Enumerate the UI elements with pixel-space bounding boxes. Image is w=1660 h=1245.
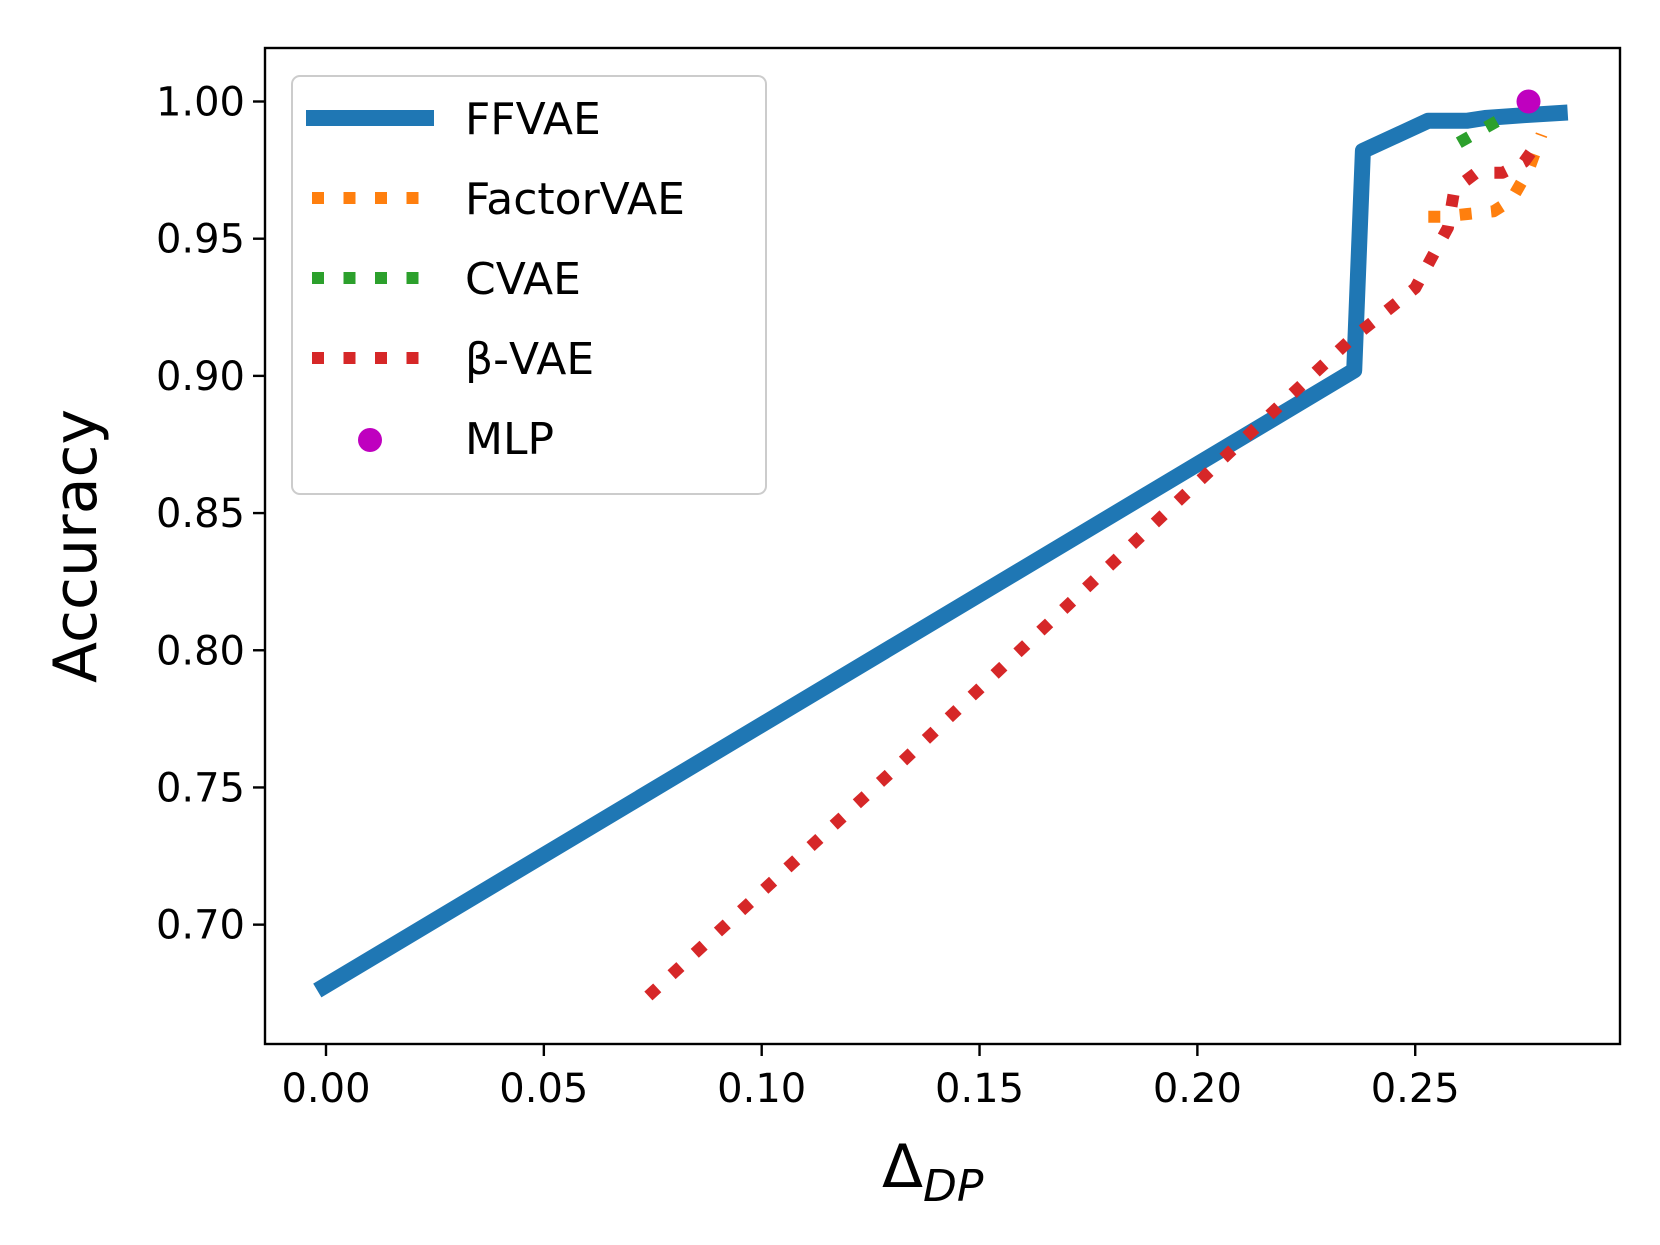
y-tick-label: 1.00 xyxy=(156,80,245,126)
x-tick-label: 0.00 xyxy=(281,1066,370,1112)
y-tick-label: 0.95 xyxy=(156,217,245,263)
legend: FFVAE FactorVAE CVAE β-VAE MLP xyxy=(291,75,767,495)
x-tick-label: 0.15 xyxy=(935,1066,1024,1112)
legend-mlp-swatch xyxy=(358,428,382,452)
y-tick-label: 0.85 xyxy=(156,491,245,537)
y-tick-label: 0.80 xyxy=(156,628,245,674)
y-tick-label: 0.70 xyxy=(156,903,245,949)
series-mlp-point xyxy=(1516,89,1541,114)
y-tick-label: 0.75 xyxy=(156,765,245,811)
plot-frame xyxy=(263,46,1622,1046)
legend-beta-vae-label: β-VAE xyxy=(465,334,594,385)
x-tick-label: 0.20 xyxy=(1153,1066,1242,1112)
y-tick-label: 0.90 xyxy=(156,354,245,400)
x-axis-label-symbol: Δ xyxy=(882,1132,923,1202)
legend-mlp-label: MLP xyxy=(465,414,554,465)
series-ffvae-line xyxy=(313,104,1569,998)
legend-box xyxy=(291,75,767,495)
x-tick-label: 0.10 xyxy=(717,1066,806,1112)
series-cvae-line xyxy=(1455,115,1501,148)
y-axis-label: Accuracy xyxy=(41,409,111,683)
x-tick-label: 0.25 xyxy=(1371,1066,1460,1112)
series-beta-vae-line xyxy=(644,133,1547,1001)
x-axis-label: ΔDP xyxy=(882,1132,984,1212)
series-factorvae-line xyxy=(1428,132,1548,223)
series-marks xyxy=(313,89,1569,1001)
legend-cvae-label: CVAE xyxy=(465,254,581,305)
legend-ffvae-label: FFVAE xyxy=(465,94,601,145)
x-tick-label: 0.05 xyxy=(499,1066,588,1112)
legend-factorvae-label: FactorVAE xyxy=(465,174,685,225)
y-axis: 0.70 0.75 0.80 0.85 0.90 0.95 1.00 xyxy=(156,80,265,949)
x-axis: 0.00 0.05 0.10 0.15 0.20 0.25 xyxy=(281,1044,1460,1112)
x-axis-label-subscript: DP xyxy=(923,1161,984,1212)
